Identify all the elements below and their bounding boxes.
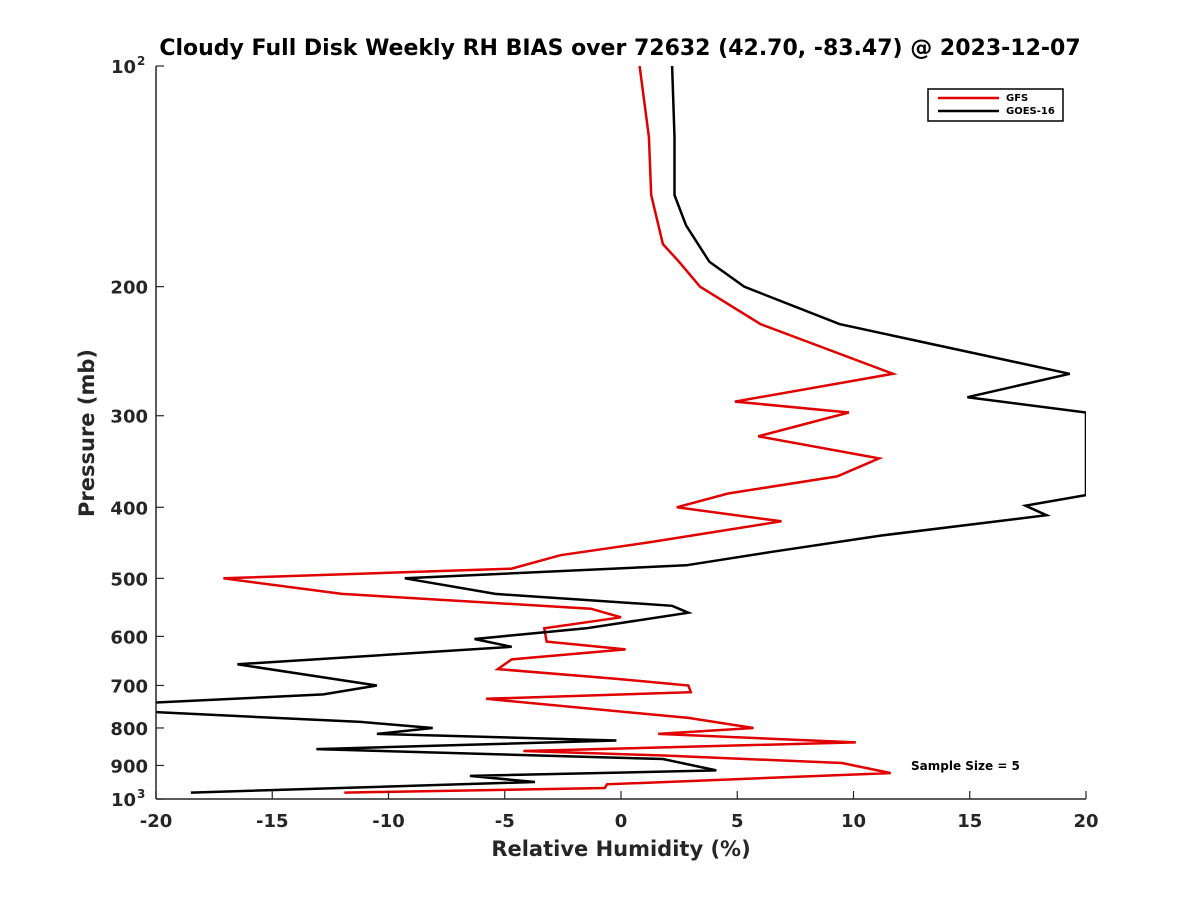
x-tick-label: -20	[140, 811, 173, 832]
x-tick-label: 0	[615, 811, 628, 832]
x-tick-label: -5	[495, 811, 515, 832]
y-axis-label: Pressure (mb)	[75, 349, 99, 517]
legend: GFS GOES-16	[927, 88, 1064, 122]
y-tick-label: 200	[110, 278, 148, 299]
y-tick-label: 300	[110, 407, 148, 428]
y-tick-label: 10	[111, 57, 136, 78]
series-line-gfs	[223, 66, 898, 794]
sample-size-annotation: Sample Size = 5	[911, 759, 1020, 773]
x-tick-label: -15	[256, 811, 289, 832]
y-tick-exponent: 2	[137, 54, 145, 68]
y-tick-label: 800	[110, 719, 148, 740]
x-tick-label: 15	[957, 811, 982, 832]
legend-box	[927, 88, 1064, 122]
y-tick-label: 500	[110, 569, 148, 590]
x-axis-label: Relative Humidity (%)	[491, 837, 750, 861]
y-tick-label: 400	[110, 498, 148, 519]
x-tick-label: -10	[372, 811, 405, 832]
legend-label-gfs: GFS	[1006, 93, 1028, 104]
x-tick-label: 20	[1073, 811, 1098, 832]
x-tick-label: 5	[731, 811, 744, 832]
y-tick-exponent: 3	[137, 787, 145, 801]
chart-title: Cloudy Full Disk Weekly RH BIAS over 726…	[159, 36, 1080, 61]
y-tick-label: 700	[110, 676, 148, 697]
y-tick-label: 10	[111, 790, 136, 811]
series-line-goes-16	[156, 66, 1086, 794]
y-tick-label: 900	[110, 756, 148, 777]
y-tick-label: 600	[110, 627, 148, 648]
x-tick-label: 10	[841, 811, 866, 832]
legend-label-goes-16: GOES-16	[1006, 106, 1055, 117]
